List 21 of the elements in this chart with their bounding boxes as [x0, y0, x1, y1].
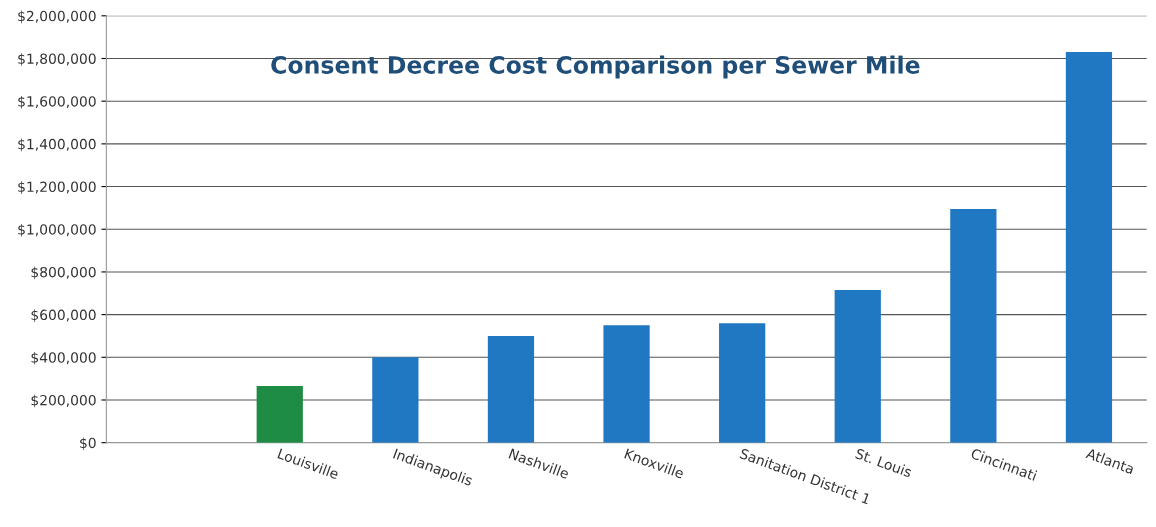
y-tick-label: $1,800,000 [18, 53, 96, 66]
bar [487, 335, 535, 443]
y-tick-label: $1,200,000 [18, 181, 96, 194]
y-tick-label: $400,000 [31, 352, 96, 365]
y-tick-label: $1,400,000 [18, 138, 96, 152]
y-tick-label: $2,000,000 [18, 10, 96, 24]
y-tick-label: $200,000 [31, 394, 96, 408]
bar [603, 325, 650, 443]
y-tick-label: $0 [80, 437, 96, 450]
bar [834, 290, 881, 443]
bar [256, 386, 303, 443]
y-tick-label: $800,000 [31, 266, 96, 280]
y-tick-label: $1,000,000 [18, 223, 96, 237]
bar [719, 323, 766, 443]
x-tick-label: St. Louis [854, 447, 913, 478]
bar [950, 208, 997, 443]
bar [372, 357, 419, 443]
y-tick-label: $1,600,000 [18, 95, 96, 109]
y-tick-label: $600,000 [31, 309, 96, 322]
bar [1065, 52, 1113, 443]
text: Consent Decree Cost Comparison per Sewer Mile [271, 55, 920, 79]
